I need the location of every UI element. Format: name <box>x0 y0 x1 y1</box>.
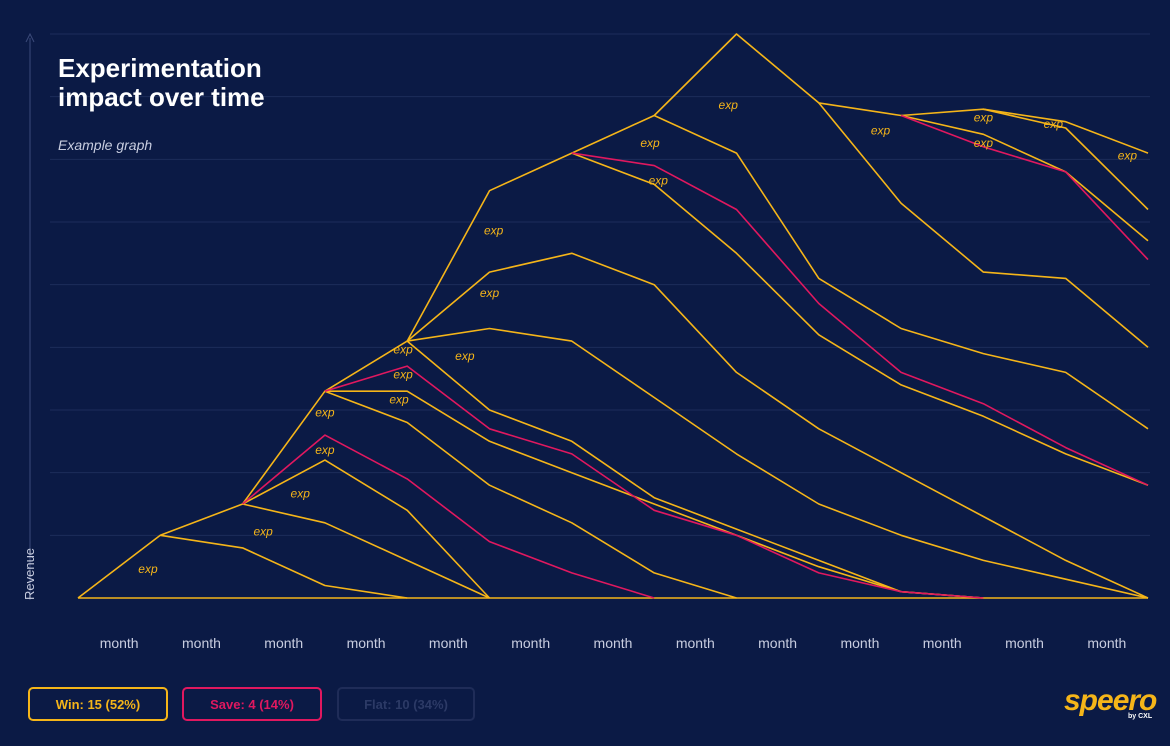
series-line-win <box>818 102 1149 348</box>
series-line-win <box>407 327 1149 599</box>
chart-title: Experimentation impact over time <box>58 53 265 112</box>
x-tick-label: month <box>182 635 221 651</box>
gridlines <box>50 33 1150 536</box>
series-line-win <box>983 108 1149 211</box>
series-line-win <box>242 503 490 599</box>
x-tick-label: month <box>1087 635 1126 651</box>
exp-label: exp <box>389 393 409 407</box>
legend-win: Win: 15 (52%) <box>28 687 168 721</box>
x-tick-label: month <box>264 635 303 651</box>
x-tick-label: month <box>923 635 962 651</box>
brand-sub: by CXL <box>1128 713 1153 720</box>
series-line-win <box>653 114 1149 430</box>
brand-logo: speero <box>1064 684 1157 717</box>
exp-label: exp <box>138 562 158 576</box>
x-tick-labels: month month month month month month month month… <box>100 635 1127 651</box>
series-line-save <box>900 114 1149 261</box>
x-tick-label: month <box>676 635 715 651</box>
x-tick-label: month <box>758 635 797 651</box>
x-tick-label: month <box>100 635 139 651</box>
chart-subtitle: Example graph <box>58 137 153 153</box>
exp-label: exp <box>393 368 413 382</box>
exp-label: exp <box>480 286 500 300</box>
exp-label: exp <box>649 173 669 187</box>
axes: Revenue <box>22 32 37 600</box>
exp-label: exp <box>974 136 994 150</box>
exp-label: exp <box>315 405 335 419</box>
series-line-save <box>242 434 655 599</box>
y-axis-arrow <box>25 32 35 43</box>
exp-label: exp <box>254 524 274 538</box>
exp-label: exp <box>1118 148 1138 162</box>
exp-label: exp <box>484 224 504 238</box>
exp-label: exp <box>291 487 311 501</box>
x-tick-label: month <box>1005 635 1044 651</box>
exp-label: exp <box>640 136 660 150</box>
series-line-win <box>900 114 1149 242</box>
series-line-save <box>324 365 984 599</box>
series-line-win <box>324 390 737 599</box>
exp-label: exp <box>455 349 475 363</box>
x-tick-label: month <box>594 635 633 651</box>
series-line-win <box>160 534 408 599</box>
legend-flat: Flat: 10 (34%) <box>337 687 475 721</box>
legend-save: Save: 4 (14%) <box>182 687 322 721</box>
series-lines <box>77 33 1149 599</box>
exp-label: exp <box>315 443 335 457</box>
x-tick-label: month <box>840 635 879 651</box>
series-line-win <box>406 252 1149 599</box>
series-line-win <box>406 340 984 599</box>
exp-label: exp <box>1044 117 1064 131</box>
exp-annotations: exp exp exp exp exp exp exp exp exp exp exp exp exp e… <box>138 98 1137 576</box>
series-line-win <box>324 390 984 599</box>
x-tick-label: month <box>429 635 468 651</box>
series-line-win <box>242 459 491 599</box>
exp-label: exp <box>871 123 891 137</box>
x-tick-label: month <box>511 635 550 651</box>
exp-label: exp <box>719 98 739 112</box>
x-tick-label: month <box>347 635 386 651</box>
exp-label: exp <box>974 111 994 125</box>
series-line-win <box>77 33 1149 599</box>
y-axis-label: Revenue <box>22 548 37 600</box>
series-line-win <box>571 152 1149 486</box>
series-line-save <box>571 152 1149 486</box>
exp-label: exp <box>393 343 413 357</box>
